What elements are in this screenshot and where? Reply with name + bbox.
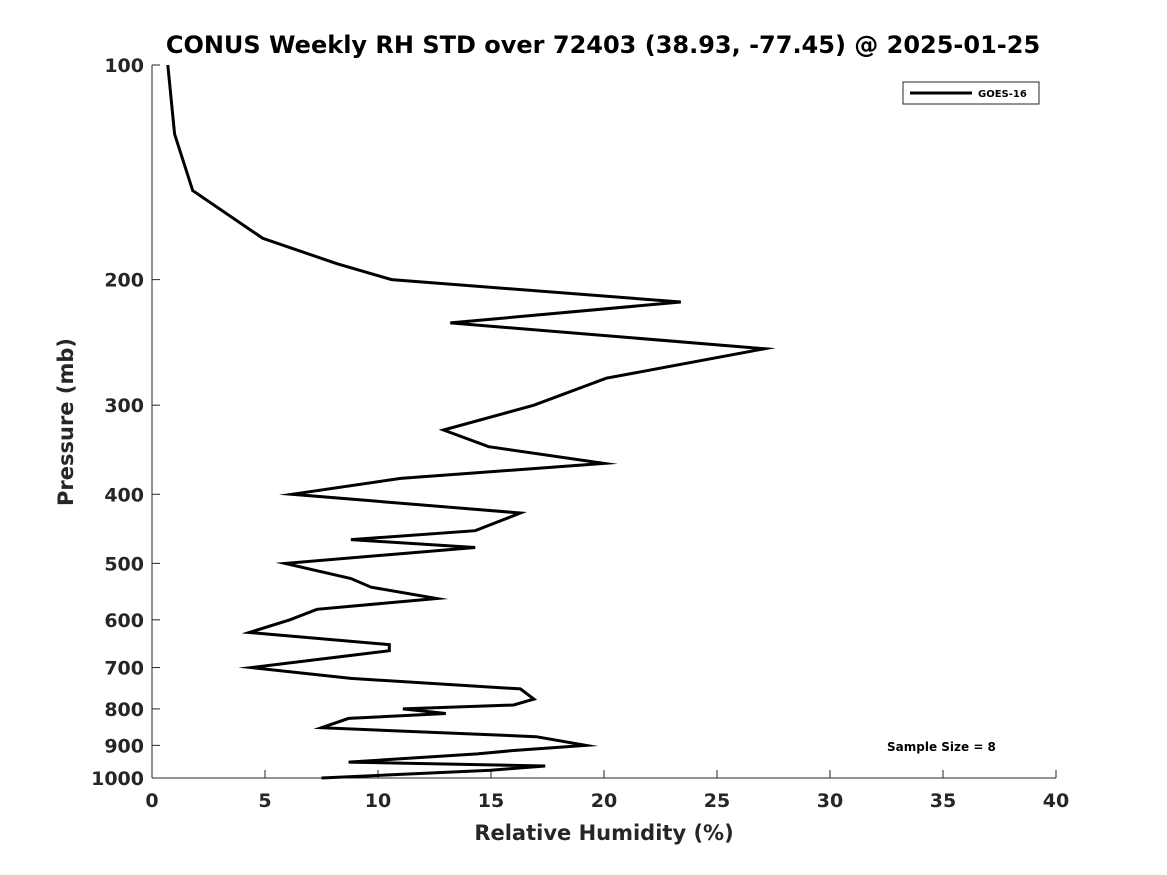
y-tick-label: 300 bbox=[104, 395, 144, 417]
y-tick-label: 800 bbox=[104, 699, 144, 721]
y-tick-label: 600 bbox=[104, 610, 144, 632]
x-tick-label: 15 bbox=[478, 790, 504, 812]
y-tick-label: 100 bbox=[104, 55, 144, 77]
legend: GOES-16 bbox=[902, 81, 1040, 105]
y-tick-label: 500 bbox=[104, 553, 144, 575]
y-ticks: 100 200 300 400 500 600 700 800 900 1000 bbox=[91, 55, 160, 790]
x-tick-label: 10 bbox=[365, 790, 391, 812]
x-axis-label: Relative Humidity (%) bbox=[474, 821, 733, 845]
chart-title: CONUS Weekly RH STD over 72403 (38.93, -… bbox=[166, 31, 1040, 59]
x-tick-label: 25 bbox=[704, 790, 730, 812]
x-ticks: 0 5 10 15 20 25 30 35 40 bbox=[145, 770, 1069, 812]
x-tick-label: 0 bbox=[145, 790, 158, 812]
x-tick-label: 20 bbox=[591, 790, 617, 812]
plot-area bbox=[152, 65, 1056, 778]
y-tick-label: 400 bbox=[104, 484, 144, 506]
y-tick-label: 1000 bbox=[91, 768, 144, 790]
legend-label-goes-16: GOES-16 bbox=[978, 89, 1027, 100]
y-tick-label: 900 bbox=[104, 735, 144, 757]
x-tick-label: 40 bbox=[1043, 790, 1069, 812]
series-line-goes-16 bbox=[166, 64, 776, 780]
sample-size-annotation: Sample Size = 8 bbox=[887, 740, 996, 754]
series-layer bbox=[166, 64, 776, 780]
x-tick-label: 35 bbox=[930, 790, 956, 812]
x-tick-label: 5 bbox=[258, 790, 271, 812]
x-tick-label: 30 bbox=[817, 790, 843, 812]
y-axis-label: Pressure (mb) bbox=[54, 338, 78, 506]
y-tick-label: 700 bbox=[104, 658, 144, 680]
y-tick-label: 200 bbox=[104, 270, 144, 292]
